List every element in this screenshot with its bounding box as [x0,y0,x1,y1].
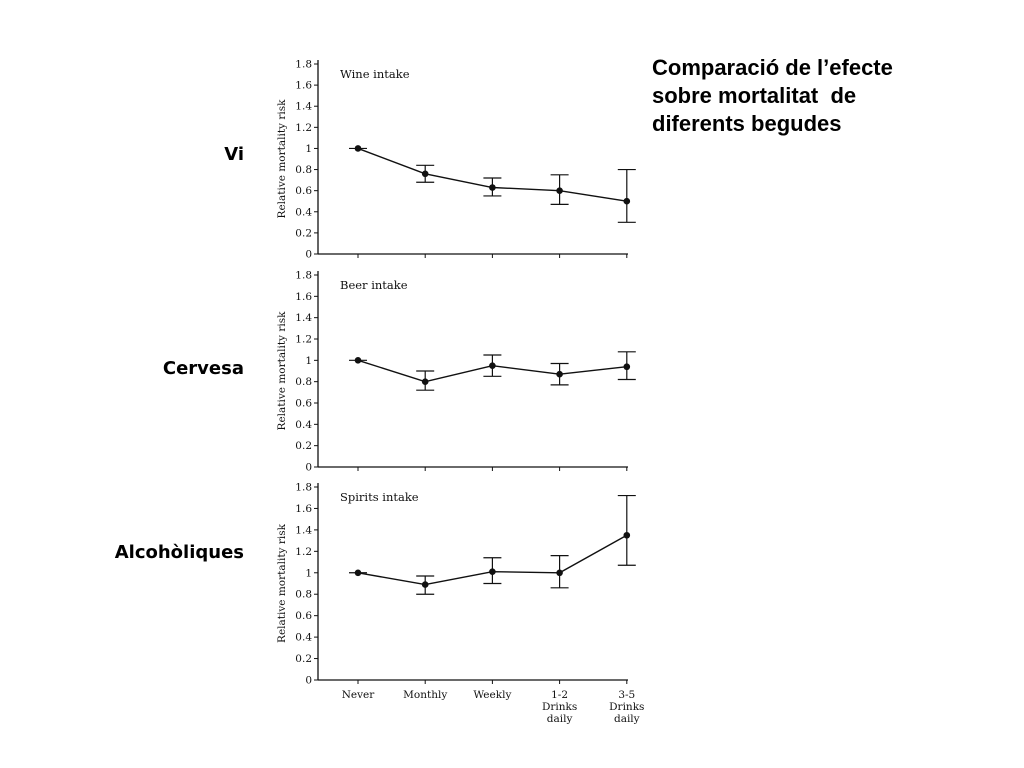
data-point [354,145,362,152]
x-tick-label-line: Weekly [473,689,511,701]
x-tick-label-line: daily [547,713,573,725]
data-point [354,569,362,577]
y-tick-label: 0.8 [295,376,312,388]
y-tick-label: 1.4 [295,312,312,324]
y-tick-label: 0 [305,675,312,687]
x-tick-label: Weekly [473,689,511,701]
slide-title: Comparació de l’efecte sobre mortalitat … [652,54,1012,138]
spirits-side-label: Alcohòliques [114,542,244,563]
x-tick-label-line: 1-2 [551,689,568,701]
y-tick-label: 0.2 [295,440,312,452]
y-tick-label: 1.4 [295,524,312,536]
y-tick-label: 1 [305,355,312,367]
y-tick-label: 0.4 [295,632,312,644]
data-point [556,569,563,577]
slide-title-line-3: diferents begudes [652,111,842,136]
x-tick-label: Monthly [403,689,447,701]
data-point [489,568,496,576]
y-tick-label: 0.4 [295,419,312,431]
y-tick-label: 1.2 [295,546,312,558]
data-point [556,370,563,378]
data-point [354,357,362,364]
panel-title: Spirits intake [340,490,419,504]
x-tick-label-line: Monthly [403,689,447,701]
y-tick-label: 0.2 [295,227,312,239]
y-tick-label: 1.4 [295,101,312,113]
y-tick-label: 0.8 [295,589,312,601]
x-tick-label-line: Drinks [609,701,644,713]
y-axis-label: Relative mortality risk [276,99,288,219]
data-point [421,378,429,385]
y-tick-label: 1.6 [295,80,312,92]
y-tick-label: 1.8 [295,482,312,494]
y-tick-label: 1.2 [295,334,312,346]
y-tick-label: 0 [305,462,312,474]
y-tick-label: 1.2 [295,122,312,134]
data-point [623,531,631,539]
chart-panel-3: 0 0.2 0.4 0.6 0.8 1 1.2 1.4 1.6 1.8 Relative morta… [276,482,644,726]
data-point [421,581,429,588]
x-tick-label: Never [342,689,376,701]
slide-title-line-1: Comparació de l’efecte [652,55,893,80]
y-tick-label: 1 [305,567,312,579]
y-tick-label: 0.6 [295,398,312,410]
y-tick-label: 1.8 [295,270,312,282]
x-tick-label-line: Drinks [542,701,577,713]
data-point [623,197,631,205]
chart-panel-2: 0 0.2 0.4 0.6 0.8 1 1.2 1.4 1.6 1.8 Relative morta… [276,270,636,474]
beer-side-label: Cervesa [162,358,244,379]
panel-title: Wine intake [340,67,410,81]
y-axis-label: Relative mortality risk [276,311,288,431]
y-tick-label: 0.6 [295,610,312,622]
y-tick-label: 0.4 [295,206,312,218]
x-tick-label-line: 3-5 [618,689,635,701]
chart-panel-1: 0 0.2 0.4 0.6 0.8 1 1.2 1.4 1.6 1.8 Relative morta… [276,59,636,261]
x-tick-label-line: Never [342,689,376,701]
y-tick-label: 1 [305,143,312,155]
y-tick-label: 0.6 [295,185,312,197]
y-tick-label: 1.8 [295,59,312,71]
y-axis-label: Relative mortality risk [276,523,288,643]
data-point [623,363,631,371]
wine-side-label: Vi [224,144,244,165]
data-point [489,184,496,191]
panel-title: Beer intake [340,278,408,292]
data-point [556,187,563,194]
slide-title-line-2: sobre mortalitat de [652,83,857,108]
data-point [421,170,429,178]
y-tick-label: 0.2 [295,653,312,665]
x-tick-label: 3-5 Drinks daily [609,689,644,725]
x-tick-label: 1-2 Drinks daily [542,689,577,725]
y-tick-label: 1.6 [295,503,312,515]
y-tick-label: 0 [305,249,312,261]
y-tick-label: 0.8 [295,164,312,176]
data-point [489,362,496,369]
y-tick-label: 1.6 [295,291,312,303]
x-tick-label-line: daily [614,713,640,725]
